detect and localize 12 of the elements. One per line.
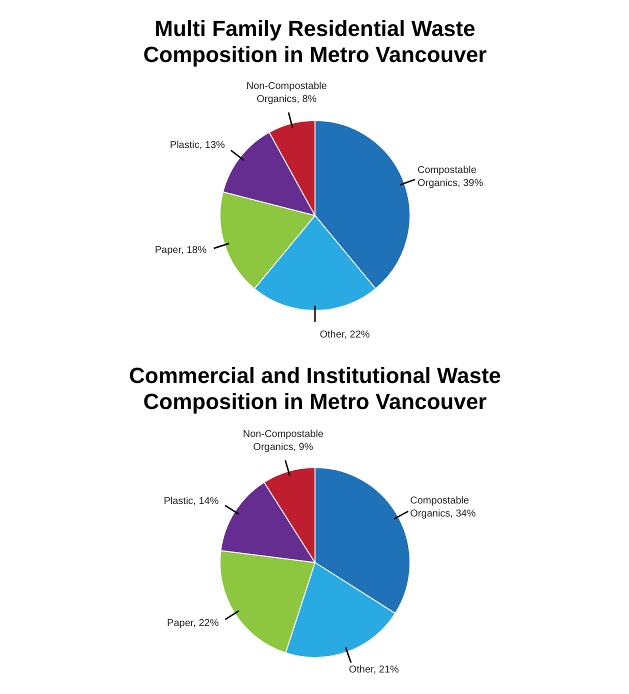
chart-title: Commercial and Institutional Waste Composition in Metro Vancouver (128, 363, 502, 414)
slice-label: Paper, 18% (154, 245, 207, 256)
slice-label: Plastic, 13% (170, 140, 226, 152)
slice-label: Compostable Organics, 34% (410, 495, 476, 520)
chart-title: Multi Family Residential Waste Composition in Metro Vancouver (143, 16, 488, 67)
slice-label: Non-Compostable Organics, 9% (242, 428, 324, 454)
slice-label: Plastic, 14% (164, 496, 219, 507)
slice-label: Compostable Organics, 39% (418, 164, 484, 189)
slice-label: Other, 21% (348, 664, 400, 676)
slice-label: Paper, 22% (167, 618, 219, 630)
slice-label: Other, 22% (320, 330, 370, 340)
slice-label: Non-Compostable Organics, 8% (246, 80, 328, 106)
